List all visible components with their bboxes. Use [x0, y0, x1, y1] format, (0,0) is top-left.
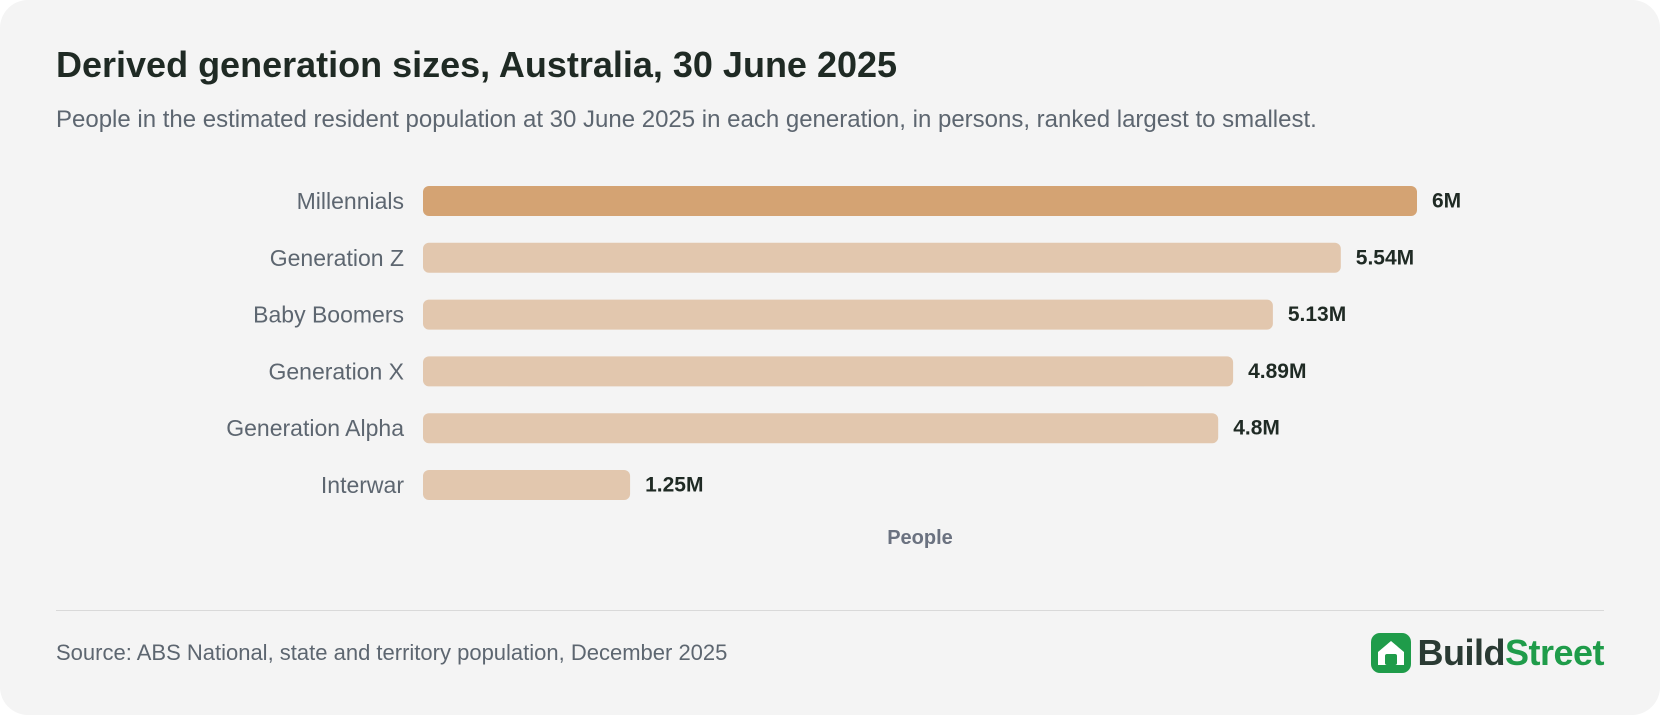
value-label: 5.54M [1356, 246, 1414, 269]
x-axis-label: People [887, 527, 953, 549]
value-label: 4.89M [1248, 360, 1306, 383]
category-label: Generation Z [270, 245, 404, 271]
bar [423, 299, 1273, 330]
house-icon [1371, 633, 1412, 673]
bar-chart: Millennials 6M Generation Z 5.54M Baby Boome… [226, 186, 1461, 549]
chart-title: Derived generation sizes, Australia, 30 … [56, 44, 898, 85]
bar [423, 242, 1341, 273]
value-label: 4.8M [1233, 417, 1280, 440]
buildstreet-logo: BuildStreet [1371, 633, 1605, 673]
value-label: 5.13M [1288, 303, 1346, 326]
bar [423, 470, 631, 500]
category-label: Generation Alpha [226, 415, 404, 441]
category-label: Millennials [297, 188, 404, 214]
logo-text-street: Street [1504, 632, 1605, 673]
category-label: Generation X [268, 358, 404, 384]
value-label: 1.25M [645, 474, 703, 497]
category-label: Interwar [321, 472, 404, 498]
source-note: Source: ABS National, state and territor… [56, 640, 728, 665]
value-label: 6M [1432, 190, 1461, 213]
bar [423, 186, 1417, 216]
bar [423, 413, 1219, 444]
chart-subtitle: People in the estimated resident populat… [56, 106, 1317, 133]
logo-text-build: Build [1417, 632, 1505, 673]
bar [423, 356, 1234, 387]
logo-wordmark: BuildStreet [1417, 635, 1604, 671]
footer-divider [56, 610, 1604, 611]
category-label: Baby Boomers [253, 302, 404, 328]
